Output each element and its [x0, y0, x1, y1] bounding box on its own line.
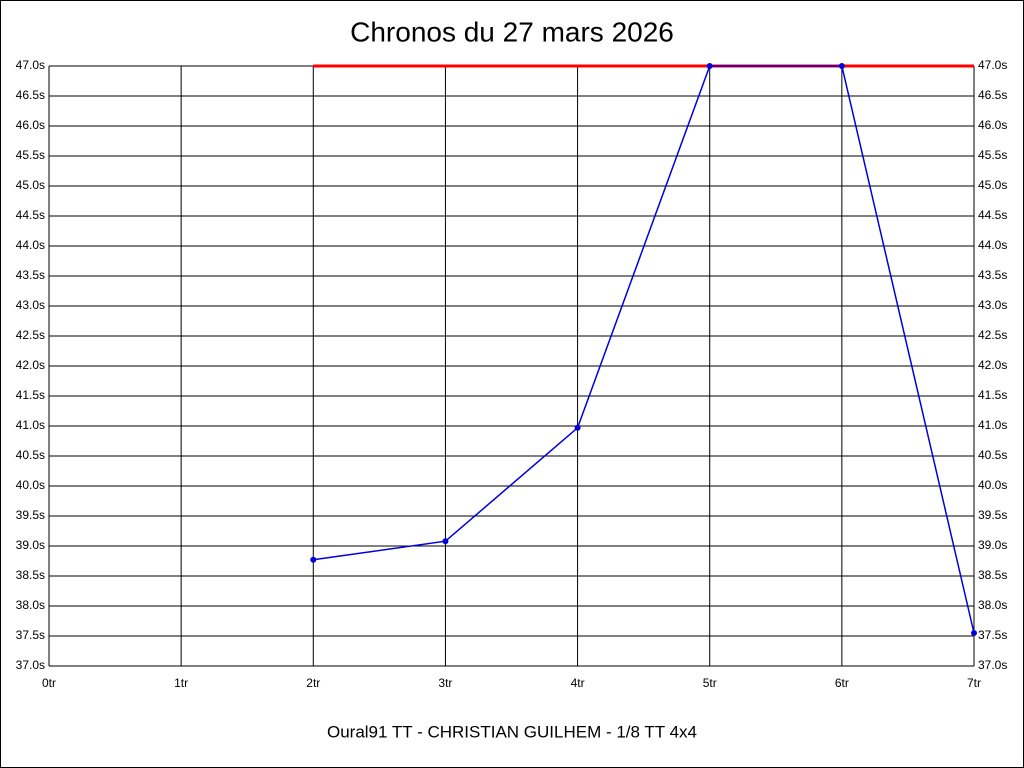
y2-tick-label: 42.5s [978, 328, 1007, 342]
y-tick-label: 41.0s [16, 418, 45, 432]
y2-tick-label: 46.5s [978, 88, 1007, 102]
data-point [442, 538, 449, 545]
y-tick-label: 42.5s [16, 328, 45, 342]
x-tick-label: 7tr [967, 676, 981, 690]
data-point [310, 556, 317, 563]
x-tick-label: 6tr [835, 676, 849, 690]
chart-title: Chronos du 27 mars 2026 [350, 16, 674, 47]
y-tick-label: 46.0s [16, 118, 45, 132]
data-point [574, 424, 581, 431]
y2-tick-label: 40.5s [978, 448, 1007, 462]
data-point [971, 630, 977, 636]
y2-tick-label: 45.5s [978, 148, 1007, 162]
y-tick-label: 42.0s [16, 358, 45, 372]
y-tick-label: 45.5s [16, 148, 45, 162]
data-line [313, 65, 975, 634]
x-tick-label: 4tr [571, 676, 585, 690]
y2-tick-label: 39.5s [978, 508, 1007, 522]
y-tick-label: 41.5s [16, 388, 45, 402]
x-tick-label: 3tr [438, 676, 452, 690]
x-tick-label: 5tr [703, 676, 717, 690]
y-tick-label: 44.5s [16, 208, 45, 222]
y2-tick-label: 38.5s [978, 568, 1007, 582]
y2-tick-label: 44.0s [978, 238, 1007, 252]
x-tick-label: 1tr [174, 676, 188, 690]
y-tick-label: 37.5s [16, 628, 45, 642]
y-tick-label: 43.5s [16, 268, 45, 282]
y-tick-label: 37.0s [16, 658, 45, 672]
y-tick-label: 40.5s [16, 448, 45, 462]
y-tick-label: 39.5s [16, 508, 45, 522]
y2-tick-label: 37.0s [978, 658, 1007, 672]
y2-tick-label: 43.5s [978, 268, 1007, 282]
y-tick-label: 46.5s [16, 88, 45, 102]
y-tick-label: 39.0s [16, 538, 45, 552]
y-tick-label: 40.0s [16, 478, 45, 492]
y2-tick-label: 45.0s [978, 178, 1007, 192]
y2-tick-label: 40.0s [978, 478, 1007, 492]
y-tick-label: 38.0s [16, 598, 45, 612]
data-point [706, 63, 713, 69]
y2-tick-label: 41.5s [978, 388, 1007, 402]
y2-tick-label: 42.0s [978, 358, 1007, 372]
y-tick-label: 44.0s [16, 238, 45, 252]
x-axis-label: Oural91 TT - CHRISTIAN GUILHEM - 1/8 TT … [327, 722, 697, 741]
y2-tick-label: 43.0s [978, 298, 1007, 312]
y-tick-label: 45.0s [16, 178, 45, 192]
x-tick-label: 2tr [306, 676, 320, 690]
y-tick-label: 38.5s [16, 568, 45, 582]
y-tick-label: 43.0s [16, 298, 45, 312]
y2-tick-label: 39.0s [978, 538, 1007, 552]
y2-tick-label: 46.0s [978, 118, 1007, 132]
y-tick-label: 47.0s [16, 58, 45, 72]
data-point [838, 63, 845, 69]
y2-tick-label: 41.0s [978, 418, 1007, 432]
y2-tick-label: 47.0s [978, 58, 1007, 72]
y2-tick-label: 38.0s [978, 598, 1007, 612]
x-tick-label: 0tr [42, 676, 56, 690]
y2-tick-label: 44.5s [978, 208, 1007, 222]
y2-tick-label: 37.5s [978, 628, 1007, 642]
